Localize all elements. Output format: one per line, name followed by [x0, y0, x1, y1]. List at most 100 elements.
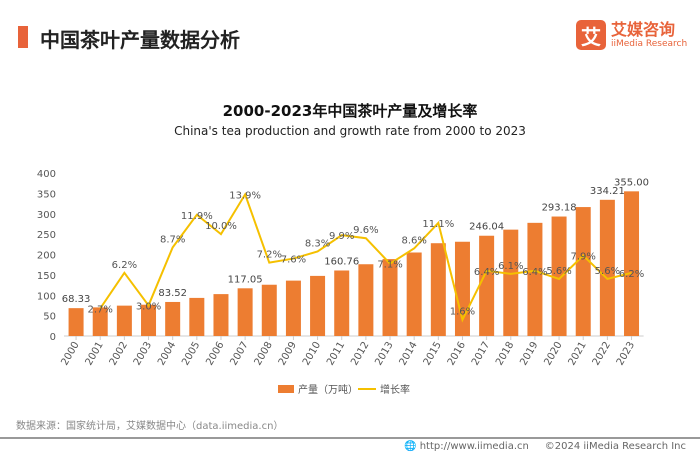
line-label: 6.2% — [619, 269, 644, 280]
line-label: 7.6% — [281, 255, 306, 266]
line-label: 3.0% — [136, 301, 161, 312]
line-label: 6.4% — [522, 267, 547, 278]
copyright: ©2024 iiMedia Research Inc — [544, 441, 686, 452]
x-tick-label: 2015 — [422, 340, 444, 368]
bar-2001 — [92, 307, 108, 336]
line-label: 6.4% — [474, 267, 499, 278]
logo-cn: 艾媒咨询 — [611, 19, 676, 39]
logo: 艾 艾媒咨询 iiMedia Research — [576, 20, 687, 50]
x-tick-label: 2006 — [204, 340, 226, 368]
x-tick-label: 2018 — [494, 340, 516, 368]
chart-subtitle: China's tea production and growth rate f… — [174, 124, 526, 138]
bar-2007 — [237, 288, 253, 336]
x-tick-label: 2019 — [518, 340, 540, 368]
bar-2000 — [68, 308, 84, 336]
title-accent — [18, 26, 28, 48]
y-tick-label: 350 — [37, 189, 56, 200]
bar-2003 — [141, 304, 157, 336]
line-label: 13.9% — [229, 190, 261, 201]
line-label: 8.3% — [305, 238, 330, 249]
x-tick-label: 2005 — [180, 340, 202, 368]
y-tick-label: 0 — [50, 332, 56, 343]
x-tick-label: 2012 — [349, 340, 371, 368]
bar-2005 — [189, 297, 205, 336]
legend-label-line: 增长率 — [380, 383, 410, 396]
globe-icon: 🌐 — [404, 441, 417, 452]
x-tick-label: 2014 — [398, 340, 420, 368]
y-tick-label: 50 — [43, 312, 56, 323]
bar-2023 — [624, 191, 640, 336]
y-tick-label: 400 — [37, 169, 56, 180]
bar-2011 — [334, 270, 350, 336]
x-tick-label: 2023 — [615, 340, 637, 368]
bar-label: 246.04 — [469, 222, 504, 233]
bar-2009 — [285, 280, 301, 336]
bar-2019 — [527, 222, 543, 336]
line-label: 9.6% — [353, 225, 378, 236]
growth-line — [99, 192, 632, 323]
bar-label: 68.33 — [62, 294, 91, 305]
footer-divider — [0, 437, 700, 439]
chart-title: 2000-2023年中国茶叶产量及增长率 — [222, 102, 478, 120]
x-tick-label: 2010 — [301, 340, 323, 368]
bar-2022 — [599, 199, 615, 336]
x-tick-label: 2002 — [108, 340, 130, 368]
bar-2020 — [551, 216, 567, 336]
bar-2006 — [213, 294, 229, 336]
y-tick-label: 100 — [37, 291, 56, 302]
x-tick-label: 2001 — [84, 340, 106, 368]
y-tick-label: 200 — [37, 251, 56, 262]
bar-label: 355.00 — [614, 177, 649, 188]
legend-label-bar: 产量（万吨） — [298, 383, 358, 396]
bar-2013 — [382, 259, 398, 336]
line-label: 7.9% — [571, 252, 596, 263]
bar-2015 — [430, 243, 446, 336]
x-tick-label: 2021 — [567, 340, 589, 368]
x-tick-label: 2009 — [277, 340, 299, 368]
bar-2008 — [261, 284, 277, 336]
line-label: 11.1% — [422, 219, 454, 230]
line-label: 9.9% — [329, 231, 354, 242]
x-tick-label: 2022 — [591, 340, 613, 368]
x-tick-label: 2003 — [132, 340, 154, 368]
logo-mark: 艾 — [576, 20, 606, 50]
x-tick-label: 2008 — [253, 340, 275, 368]
bar-2018 — [503, 229, 519, 336]
line-label: 5.6% — [595, 266, 620, 277]
y-tick-label: 300 — [37, 210, 56, 221]
bar-2010 — [310, 275, 326, 336]
x-tick-label: 2004 — [156, 340, 178, 368]
x-tick-label: 2000 — [59, 340, 81, 368]
bar-2014 — [406, 252, 422, 336]
line-label: 6.2% — [112, 260, 137, 271]
line-label: 1.6% — [450, 307, 475, 318]
page-title: 中国茶叶产量数据分析 — [40, 28, 240, 52]
x-tick-label: 2016 — [446, 340, 468, 368]
bar-label: 117.05 — [228, 274, 263, 285]
line-label: 11.9% — [181, 211, 213, 222]
bar-2021 — [575, 207, 591, 336]
y-tick-label: 150 — [37, 271, 56, 282]
bar-label: 293.18 — [542, 203, 577, 214]
bar-2002 — [116, 305, 132, 336]
line-label: 7.2% — [257, 250, 282, 261]
logo-en: iiMedia Research — [611, 38, 688, 49]
x-tick-label: 2013 — [373, 340, 395, 368]
line-label: 8.6% — [401, 235, 426, 246]
line-label: 6.1% — [498, 261, 523, 272]
x-tick-label: 2017 — [470, 340, 492, 368]
legend-swatch-bar — [278, 385, 294, 393]
x-tick-label: 2007 — [228, 340, 250, 368]
x-tick-label: 2020 — [542, 340, 564, 368]
line-label: 10.0% — [205, 221, 237, 232]
bar-2017 — [479, 235, 495, 336]
bar-2004 — [165, 301, 181, 336]
bar-2012 — [358, 264, 374, 336]
line-label: 2.7% — [88, 304, 113, 315]
line-label: 7.1% — [377, 260, 402, 271]
line-label: 8.7% — [160, 234, 185, 245]
footer-url[interactable]: http://www.iimedia.cn — [419, 441, 529, 452]
y-tick-label: 250 — [37, 230, 56, 241]
source-note: 数据来源：国家统计局，艾媒数据中心（data.iimedia.cn） — [16, 421, 284, 432]
x-tick-label: 2011 — [325, 340, 347, 368]
